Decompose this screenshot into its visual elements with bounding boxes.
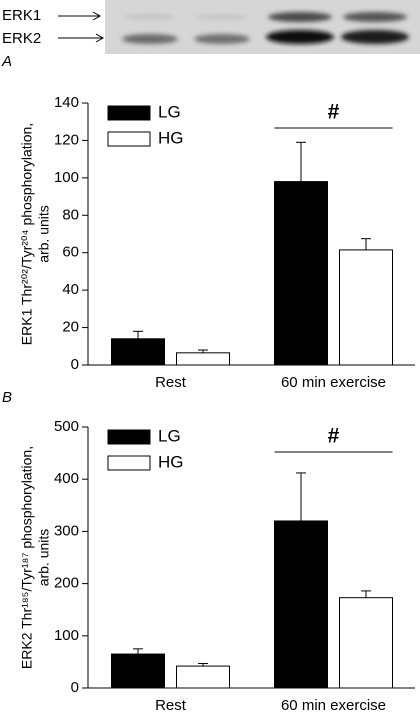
y-tick-label: 60 [62, 244, 79, 261]
y-tick-label: 80 [62, 206, 79, 223]
y-axis-label: ERK1 Thr²⁰²/Tyr²⁰⁴ phosphorylation, [19, 123, 35, 345]
x-tick-label: Rest [155, 374, 187, 391]
legend-swatch [107, 105, 151, 121]
legend-label: HG [158, 128, 184, 147]
y-tick-label: 0 [71, 356, 79, 373]
bar [339, 249, 393, 366]
y-tick-label: 200 [54, 575, 79, 592]
blot-bands [122, 12, 409, 44]
arrow-head [95, 33, 105, 43]
y-axis-label: arb. units [36, 205, 52, 263]
y-tick-label: 500 [54, 418, 79, 435]
y-tick-label: 300 [54, 522, 79, 539]
y-tick-label: 100 [54, 169, 79, 186]
x-tick-label: 60 min exercise [281, 374, 386, 391]
panel-label: B [2, 389, 12, 406]
legend-swatch [107, 429, 151, 445]
legend-swatch [107, 131, 151, 147]
blot-label: ERK2 [2, 30, 41, 47]
bar [176, 352, 230, 366]
bar [111, 653, 165, 689]
y-tick-label: 0 [71, 679, 79, 696]
western-blot: ERK1 ERK2 [2, 0, 420, 54]
bar [176, 665, 230, 689]
panel-label: A [1, 53, 12, 70]
bar [111, 338, 165, 366]
legend-label: LG [158, 102, 181, 121]
arrow-head [92, 11, 102, 21]
legend-swatch [107, 455, 151, 471]
blot-label: ERK1 [2, 7, 41, 24]
legend-label: HG [158, 452, 184, 471]
y-tick-label: 40 [62, 281, 79, 298]
annotation: # [328, 425, 340, 448]
annotation: # [328, 101, 340, 124]
blot-background [105, 0, 420, 54]
y-tick-label: 100 [54, 627, 79, 644]
y-axis-label: arb. units [36, 529, 52, 587]
y-tick-label: 120 [54, 131, 79, 148]
x-tick-label: Rest [155, 697, 187, 714]
legend-label: LG [158, 426, 181, 445]
bar [274, 520, 328, 689]
bar [339, 597, 393, 689]
bar [274, 181, 328, 366]
y-tick-label: 400 [54, 470, 79, 487]
y-tick-label: 20 [62, 319, 79, 336]
y-axis-label: ERK2 Thr¹⁸⁵/Tyr¹⁸⁷ phosphorylation, [19, 446, 35, 669]
x-tick-label: 60 min exercise [281, 697, 386, 714]
y-tick-label: 140 [54, 94, 79, 111]
